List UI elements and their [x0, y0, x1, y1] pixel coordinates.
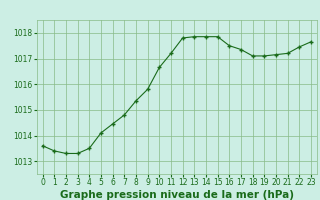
- X-axis label: Graphe pression niveau de la mer (hPa): Graphe pression niveau de la mer (hPa): [60, 190, 294, 200]
